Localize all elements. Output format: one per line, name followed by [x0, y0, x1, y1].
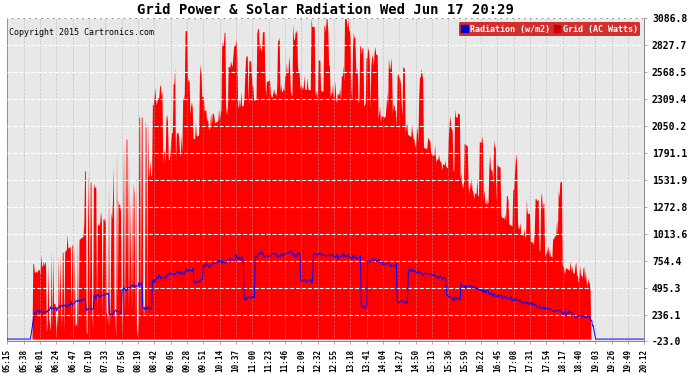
Text: Copyright 2015 Cartronics.com: Copyright 2015 Cartronics.com: [8, 28, 154, 37]
Title: Grid Power & Solar Radiation Wed Jun 17 20:29: Grid Power & Solar Radiation Wed Jun 17 …: [137, 3, 514, 17]
Legend: Radiation (w/m2), Grid (AC Watts): Radiation (w/m2), Grid (AC Watts): [458, 22, 640, 36]
